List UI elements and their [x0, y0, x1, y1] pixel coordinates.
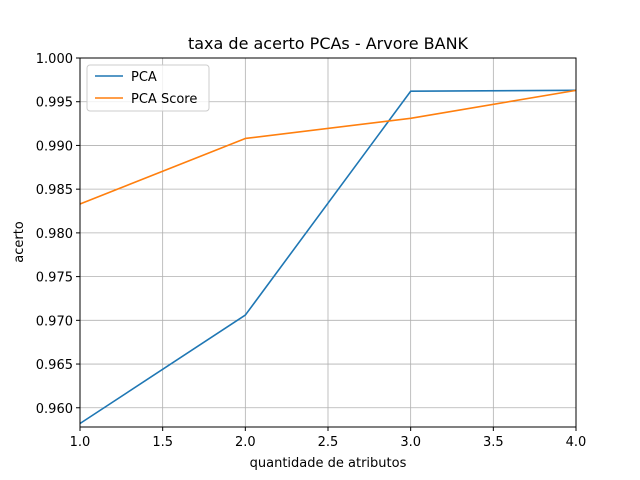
- x-tick-label: 1.5: [152, 435, 173, 450]
- series-line-1: [79, 89, 577, 205]
- legend-label-0: PCA: [131, 70, 157, 85]
- x-tick-label: 2.0: [235, 435, 256, 450]
- x-axis: 1.0 1.5 2.0 2.5 3.0 3.5 4.0: [70, 427, 587, 450]
- series-lines: [79, 89, 577, 425]
- y-tick-label: 0.965: [36, 358, 73, 373]
- y-tick-label: 1.000: [36, 52, 73, 67]
- y-tick-label: 0.980: [36, 227, 73, 242]
- x-tick-label: 3.5: [483, 435, 504, 450]
- series-line-0: [79, 89, 577, 425]
- y-axis: 0.960 0.965 0.970 0.975 0.980 0.985 0.990 0.995…: [36, 52, 80, 417]
- x-tick-label: 4.0: [566, 435, 587, 450]
- x-tick-label: 2.5: [318, 435, 339, 450]
- grid: [79, 57, 577, 427]
- y-tick-label: 0.995: [36, 96, 73, 111]
- legend-label-1: PCA Score: [131, 92, 197, 107]
- y-axis-label: acerto: [12, 221, 27, 263]
- y-tick-label: 0.985: [36, 183, 73, 198]
- y-tick-label: 0.970: [36, 314, 73, 329]
- y-tick-label: 0.990: [36, 139, 73, 154]
- y-tick-label: 0.975: [36, 271, 73, 286]
- chart-title: taxa de acerto PCAs - Arvore BANK: [188, 34, 469, 53]
- x-tick-label: 1.0: [70, 435, 91, 450]
- x-axis-label: quantidade de atributos: [250, 456, 407, 471]
- y-tick-label: 0.960: [36, 402, 73, 417]
- legend: PCA PCA Score: [86, 64, 210, 112]
- x-tick-label: 3.0: [400, 435, 421, 450]
